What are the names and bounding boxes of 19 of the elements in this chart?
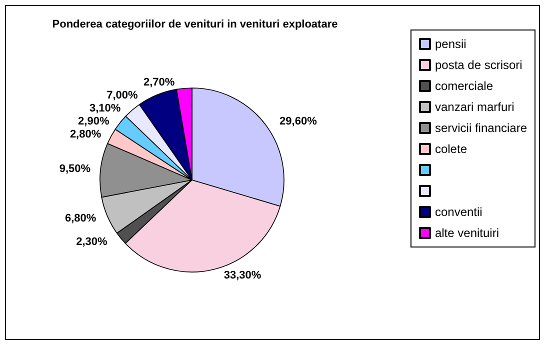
data-label: 2,70% — [143, 76, 175, 88]
data-label: 33,30% — [224, 269, 262, 282]
legend-label: conventii — [434, 205, 482, 219]
data-label: 2,30% — [76, 236, 108, 248]
data-label: 29,60% — [280, 115, 318, 128]
legend-label: pensii — [434, 37, 466, 51]
data-label: 6,80% — [64, 212, 96, 224]
legend-label: vanzari marfuri — [434, 100, 514, 114]
chart-title: Ponderea categoriilor de venituri in venituri exploatare — [52, 18, 338, 30]
data-label: 2,80% — [70, 128, 102, 140]
data-label: 7,00% — [106, 89, 138, 102]
legend-label: comerciale — [434, 79, 494, 93]
legend-label: alte venituiri — [434, 226, 499, 240]
data-label: 9,50% — [59, 163, 91, 176]
legend-label: posta de scrisori — [434, 58, 522, 72]
data-label: 2,90% — [78, 115, 110, 128]
legend-label: servicii financiare — [434, 121, 528, 135]
data-label: 3,10% — [90, 102, 121, 114]
legend-label: colete — [434, 142, 468, 156]
